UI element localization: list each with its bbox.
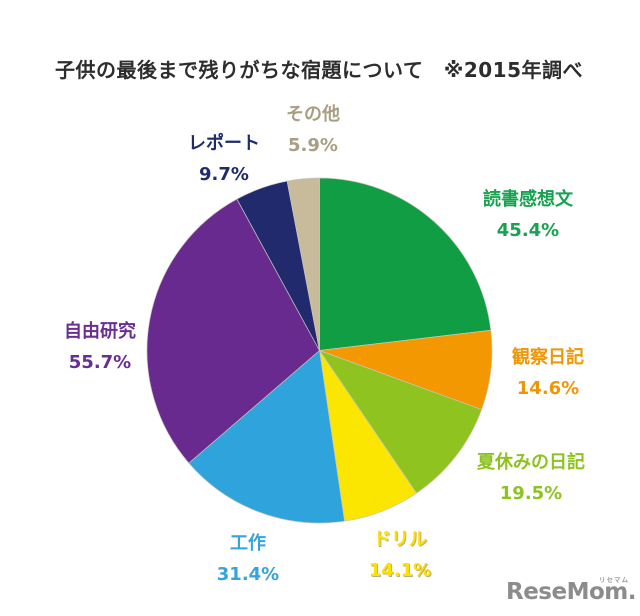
slice-name-label: 観察日記 (512, 347, 584, 368)
slice-name-label: その他 (286, 104, 340, 125)
slice-label-observation-diary: 観察日記 14.6% (512, 342, 584, 404)
pie-slice-summer-vacation-diary (318, 349, 483, 494)
slice-label-independent-research: 自由研究 55.7% (64, 316, 136, 378)
slice-label-report: レポート 9.7% (188, 128, 260, 190)
slice-pct-label: 5.9% (288, 135, 338, 156)
slice-name-label: 工作 (229, 533, 266, 554)
slice-name-label: レポート (188, 133, 260, 154)
slice-pct-label: 14.6% (516, 378, 580, 399)
resemom-logo-ruby: リセマム (599, 576, 629, 584)
slice-pct-label: 55.7% (68, 352, 132, 373)
slice-name-label: 夏休みの日記 (477, 452, 585, 473)
slice-label-book-report: 読書感想文 45.4% (483, 184, 573, 246)
slice-label-summer-vacation-diary: 夏休みの日記 19.5% (477, 447, 585, 509)
pie-slice-crafts (188, 349, 345, 524)
resemom-logo-text: ReseMom. (506, 579, 637, 605)
pie-chart (146, 177, 493, 524)
pie-slice-independent-research (146, 198, 320, 464)
slice-label-crafts: 工作 31.4% (217, 528, 279, 590)
slice-pct-label: 31.4% (216, 564, 280, 585)
slice-label-drill: ドリル 14.1% (369, 524, 431, 586)
slice-pct-label: 19.5% (499, 483, 563, 504)
resemom-logo: リセマム ReseMom. (506, 576, 637, 611)
slice-pct-label: 45.4% (496, 220, 560, 241)
slice-label-other: その他 5.9% (286, 99, 340, 161)
slice-pct-label: 9.7% (199, 164, 249, 185)
chart-title: 子供の最後まで残りがちな宿題について ※2015年調べ (55, 58, 584, 82)
slice-name-label: 読書感想文 (483, 189, 573, 210)
slice-pct-label: 14.1% (368, 560, 432, 581)
pie-slice-book-report (319, 177, 492, 351)
slice-name-label: 自由研究 (64, 321, 136, 342)
pie-slice-other (286, 177, 320, 351)
slice-name-label: ドリル (372, 529, 427, 550)
